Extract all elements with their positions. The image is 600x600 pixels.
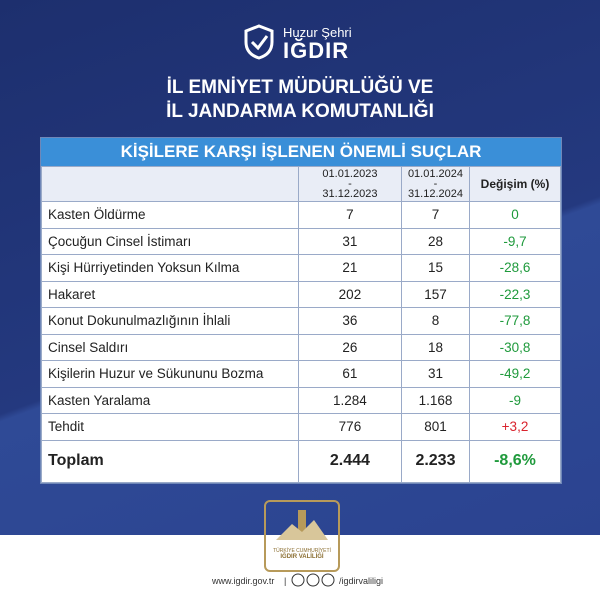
cell: Konut Dokunulmazlığının İhlali <box>41 307 299 335</box>
cell: 7 <box>400 201 471 229</box>
column-header: Değişim (%) <box>469 166 561 202</box>
city: IĞDIR <box>283 38 350 63</box>
cell: 31 <box>400 360 471 388</box>
cell: Kasten Öldürme <box>41 201 299 229</box>
table-row: Kasten Öldürme 7 7 0 <box>41 201 561 229</box>
table-row: Kişi Hürriyetinden Yoksun Kılma 21 15 -28,6 <box>41 254 561 282</box>
cell: Hakaret <box>41 280 299 308</box>
table-row: Kasten Yaralama 1.284 1.168 -9 <box>41 386 561 414</box>
website: www.igdir.gov.tr <box>212 576 275 586</box>
cell: 26 <box>297 333 402 361</box>
column-header: 01.01.2024 - 31.12.2024 <box>400 166 471 202</box>
cell: 31 <box>297 227 402 255</box>
cell: -77,8 <box>469 307 561 335</box>
cell: Kasten Yaralama <box>41 386 299 414</box>
cell: Tehdit <box>41 413 299 441</box>
table-row: Çocuğun Cinsel İstimarı 31 28 -9,7 <box>41 227 561 255</box>
cell: 8 <box>400 307 471 335</box>
cell: 202 <box>297 280 402 308</box>
cell: -22,3 <box>469 280 561 308</box>
column-header <box>41 166 299 202</box>
table-title: KİŞİLERE KARŞI İŞLENEN ÖNEMLİ SUÇLAR <box>41 138 561 166</box>
cell: 801 <box>400 413 471 441</box>
cell: -28,6 <box>469 254 561 282</box>
cell: Toplam <box>41 439 299 483</box>
social-icons <box>291 573 335 587</box>
cell: 2.444 <box>297 439 402 483</box>
cell: 61 <box>297 360 402 388</box>
table-row: Kişilerin Huzur ve Sükununu Bozma 61 31 -49… <box>41 360 561 388</box>
cell: Çocuğun Cinsel İstimarı <box>41 227 299 255</box>
table-row: Cinsel Saldırı 26 18 -30,8 <box>41 333 561 361</box>
emblem-text: TÜRKİYE CUMHURİYETİ <box>273 548 331 554</box>
cell: -9 <box>469 386 561 414</box>
cell: 157 <box>400 280 471 308</box>
emblem-icon <box>276 510 328 540</box>
cell: -9,7 <box>469 227 561 255</box>
logo <box>244 24 274 60</box>
social-handle: /igdirvaliligi <box>339 576 384 586</box>
title-line: İL JANDARMA KOMUTANLIĞI <box>166 101 434 122</box>
table-row: Tehdit 776 801 +3,2 <box>41 413 561 441</box>
cell: -30,8 <box>469 333 561 361</box>
cell: -8,6% <box>469 439 561 483</box>
emblem-text: IĞDIR VALİLİĞİ <box>280 554 324 560</box>
table-row: Hakaret 202 157 -22,3 <box>41 280 561 308</box>
cell: 2.233 <box>400 439 471 483</box>
cell: 15 <box>400 254 471 282</box>
table: 01.01.2023 - 31.12.2023 01.01.2024 - 31.1… <box>41 166 561 483</box>
column-header: 01.01.2023 - 31.12.2023 <box>297 166 402 202</box>
cell: Kişilerin Huzur ve Sükununu Bozma <box>41 360 299 388</box>
cell: -49,2 <box>469 360 561 388</box>
cell: 1.168 <box>400 386 471 414</box>
emblem: TÜRKİYE CUMHURİYETİ IĞDIR VALİLİĞİ <box>264 500 340 572</box>
cell: 21 <box>297 254 402 282</box>
cell: 1.284 <box>297 386 402 414</box>
tagline: Huzur Şehri <box>283 25 352 40</box>
cell: +3,2 <box>469 413 561 441</box>
total-row: Toplam 2.444 2.233 -8,6% <box>41 439 561 483</box>
cell: 0 <box>469 201 561 229</box>
cell: 7 <box>297 201 402 229</box>
cell: 18 <box>400 333 471 361</box>
cell: 28 <box>400 227 471 255</box>
cell: Kişi Hürriyetinden Yoksun Kılma <box>41 254 299 282</box>
cell: Cinsel Saldırı <box>41 333 299 361</box>
table-row: Konut Dokunulmazlığının İhlali 36 8 -77,8 <box>41 307 561 335</box>
cell: 36 <box>297 307 402 335</box>
crime-table: KİŞİLERE KARŞI İŞLENEN ÖNEMLİ SUÇLAR 01.… <box>40 137 562 484</box>
cell: 776 <box>297 413 402 441</box>
title-line: İL EMNİYET MÜDÜRLÜĞÜ VE <box>166 77 434 98</box>
separator: | <box>284 576 287 586</box>
